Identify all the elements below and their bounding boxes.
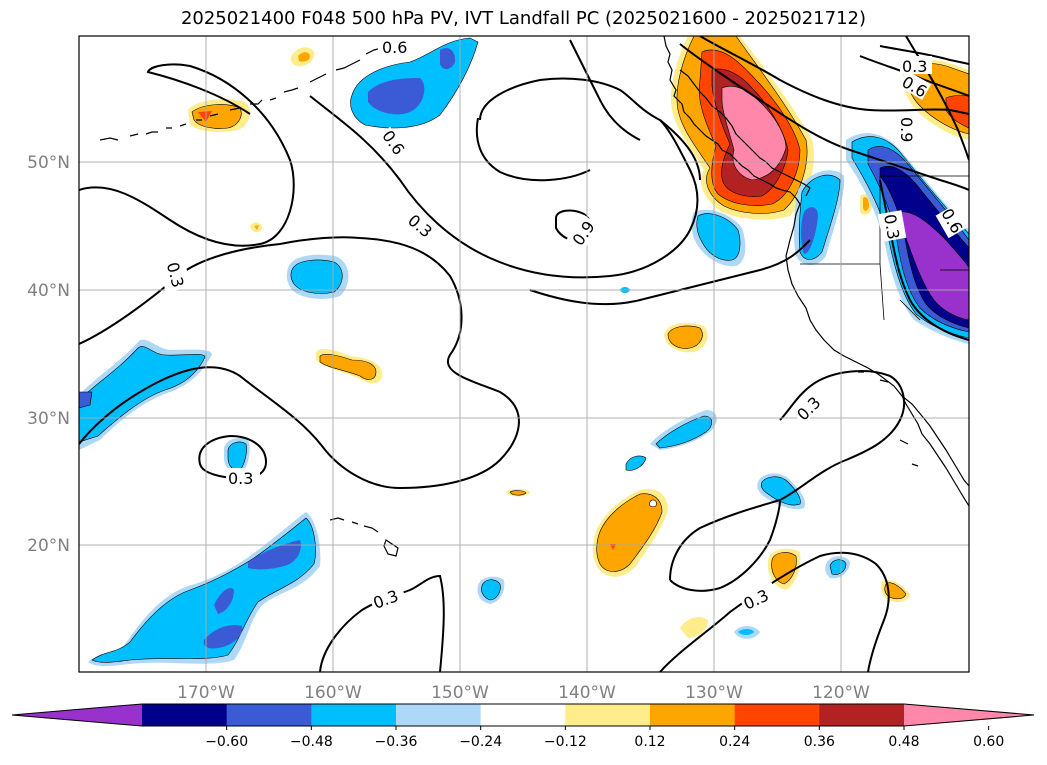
colorbar-tick-label: 0.12 (634, 734, 665, 750)
colorbar-segment (480, 704, 566, 726)
colorbar-tick-label: −0.24 (459, 734, 502, 750)
colorbar-tick-label: 0.36 (804, 734, 835, 750)
colorbar-segment (734, 704, 820, 726)
lat-label-40n: 40°N (27, 281, 70, 301)
pv-contour-17 (669, 499, 781, 592)
pv-contour-2 (79, 236, 520, 490)
ocean-background (79, 36, 969, 672)
map-frame (78, 35, 970, 673)
colorbar-segment (311, 704, 397, 726)
lon-label-170w: 170°W (177, 683, 235, 703)
lon-label-120w: 120°W (812, 683, 870, 703)
map-panel: 0.6 0.6 0.3 0.3 0.9 0.3 0.3 0.3 0.3 0.3 … (79, 36, 969, 672)
pv-contour-9 (529, 239, 811, 306)
lon-label-160w: 160°W (304, 683, 362, 703)
colorbar: −0.60 −0.48 −0.36 −0.24 −0.12 0.12 0.24 0.36 0.4… (11, 703, 1035, 750)
colorbar-tick-label: −0.60 (205, 734, 248, 750)
colorbar-tick-label: 0.24 (719, 734, 750, 750)
shaded-field (79, 36, 969, 666)
gridlines (79, 36, 969, 672)
pv-contour-1 (79, 63, 295, 247)
lon-label-140w: 140°W (558, 683, 616, 703)
lat-label-30n: 30°N (27, 409, 70, 429)
colorbar-outline (11, 703, 1035, 727)
colorbar-segment (226, 704, 312, 726)
colorbar-extend-max (904, 704, 1034, 726)
contour-label-6: 0.3 (228, 469, 253, 488)
contour-label-1: 0.6 (382, 38, 407, 57)
pv-contour-8 (569, 39, 641, 141)
latitude-labels: 50°N 40°N 30°N 20°N (27, 153, 70, 556)
lon-label-150w: 150°W (431, 683, 489, 703)
pv-contour-7 (475, 117, 591, 182)
pv-contour-16 (669, 370, 906, 581)
pv-contour-15 (905, 36, 969, 161)
pv-contour-10 (679, 43, 969, 191)
lat-label-20n: 20°N (27, 536, 70, 556)
pv-contour-11 (699, 36, 969, 115)
colorbar-segment (142, 704, 228, 726)
pv-contour-14 (879, 179, 969, 341)
colorbar-segment (819, 704, 905, 726)
map-title: 2025021400 F048 500 hPa PV, IVT Landfall… (180, 8, 867, 29)
longitude-labels: 170°W 160°W 150°W 140°W 130°W 120°W (177, 683, 870, 703)
pv-contour-3 (198, 434, 268, 480)
colorbar-tick-label: 0.60 (973, 734, 1004, 750)
lat-label-50n: 50°N (27, 153, 70, 173)
pv-contours (79, 36, 969, 672)
pv-contour-18 (659, 551, 890, 672)
pv-contour-13 (879, 45, 969, 65)
contour-label-13: 0.3 (902, 57, 927, 76)
contour-label-12: 0.9 (897, 117, 916, 142)
pv-contour-6 (479, 77, 701, 181)
colorbar-extend-min (12, 704, 142, 726)
pv-contour-4 (309, 95, 699, 279)
colorbar-tick-label: −0.36 (375, 734, 418, 750)
colorbar-tick-label: −0.48 (290, 734, 333, 750)
colorbar-segment (396, 704, 482, 726)
colorbar-tick-label: 0.48 (888, 734, 919, 750)
colorbar-segment (650, 704, 736, 726)
pv-contour-19 (319, 574, 445, 672)
colorbar-segment (565, 704, 651, 726)
contour-label-10: 0.3 (880, 213, 903, 241)
colorbar-tick-label: −0.12 (544, 734, 587, 750)
lon-label-130w: 130°W (685, 683, 743, 703)
